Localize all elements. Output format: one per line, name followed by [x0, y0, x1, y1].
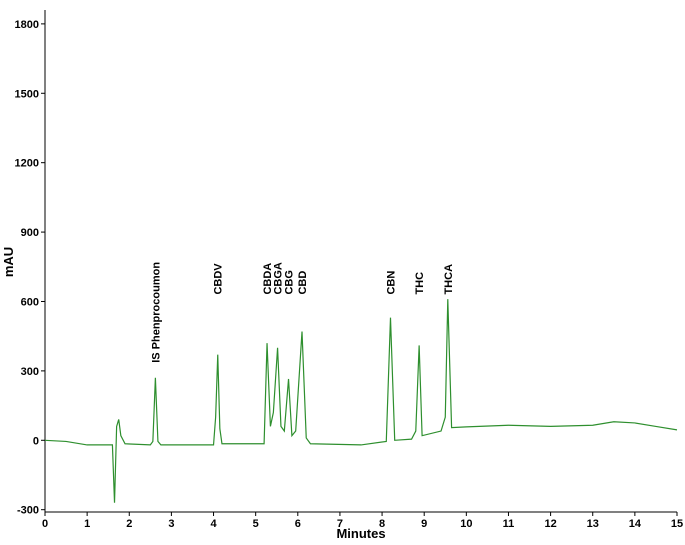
y-tick-label: 0 [33, 435, 39, 447]
peak-label: CBD [297, 271, 309, 295]
peak-label: CBN [385, 271, 397, 295]
x-tick-label: 1 [84, 518, 90, 530]
y-tick-label: 900 [21, 227, 39, 239]
x-tick-label: 3 [168, 518, 174, 530]
x-tick-label: 6 [295, 518, 301, 530]
x-tick-label: 12 [544, 518, 556, 530]
y-tick-label: 1200 [15, 158, 39, 170]
y-tick-label: 1800 [15, 19, 39, 31]
x-tick-label: 8 [379, 518, 385, 530]
x-tick-label: 5 [253, 518, 259, 530]
peak-label: THC [414, 272, 426, 295]
x-tick-label: 2 [126, 518, 132, 530]
x-tick-label: 14 [629, 518, 642, 530]
chromatogram-line [44, 299, 678, 503]
x-tick-label: 4 [210, 518, 217, 530]
x-tick-label: 7 [337, 518, 343, 530]
x-tick-label: 9 [421, 518, 427, 530]
x-tick-label: 15 [671, 518, 683, 530]
y-tick-label: -300 [17, 505, 39, 517]
x-axis-label: Minutes [336, 526, 385, 541]
y-axis-label: mAU [1, 247, 16, 277]
x-tick-label: 11 [503, 518, 515, 530]
y-tick-label: 600 [21, 296, 39, 308]
peak-label: CBG [284, 270, 296, 294]
peak-label: CBDV [213, 263, 225, 295]
y-tick-label: 300 [21, 366, 39, 378]
x-tick-label: 10 [460, 518, 472, 530]
peak-label: CBDA [262, 263, 274, 295]
y-tick-label: 1500 [15, 88, 39, 100]
x-tick-label: 0 [42, 518, 48, 530]
peak-label: CBGA [273, 262, 285, 294]
x-tick-label: 13 [587, 518, 599, 530]
peak-label: THCA [443, 264, 455, 295]
peak-label: IS Phenprocoumon [150, 262, 162, 363]
